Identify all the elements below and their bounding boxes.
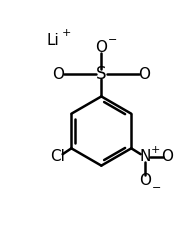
Text: +: + bbox=[151, 145, 160, 155]
Text: O: O bbox=[139, 173, 152, 188]
Text: Cl: Cl bbox=[50, 149, 65, 164]
Text: O: O bbox=[139, 67, 151, 82]
Text: O: O bbox=[95, 40, 107, 55]
Text: −: − bbox=[108, 35, 117, 45]
Text: Li: Li bbox=[47, 33, 60, 48]
Text: O: O bbox=[162, 149, 174, 164]
Text: N: N bbox=[140, 149, 151, 164]
Text: O: O bbox=[52, 67, 64, 82]
Text: S: S bbox=[96, 65, 107, 83]
Text: +: + bbox=[62, 28, 71, 38]
Text: −: − bbox=[152, 183, 161, 193]
